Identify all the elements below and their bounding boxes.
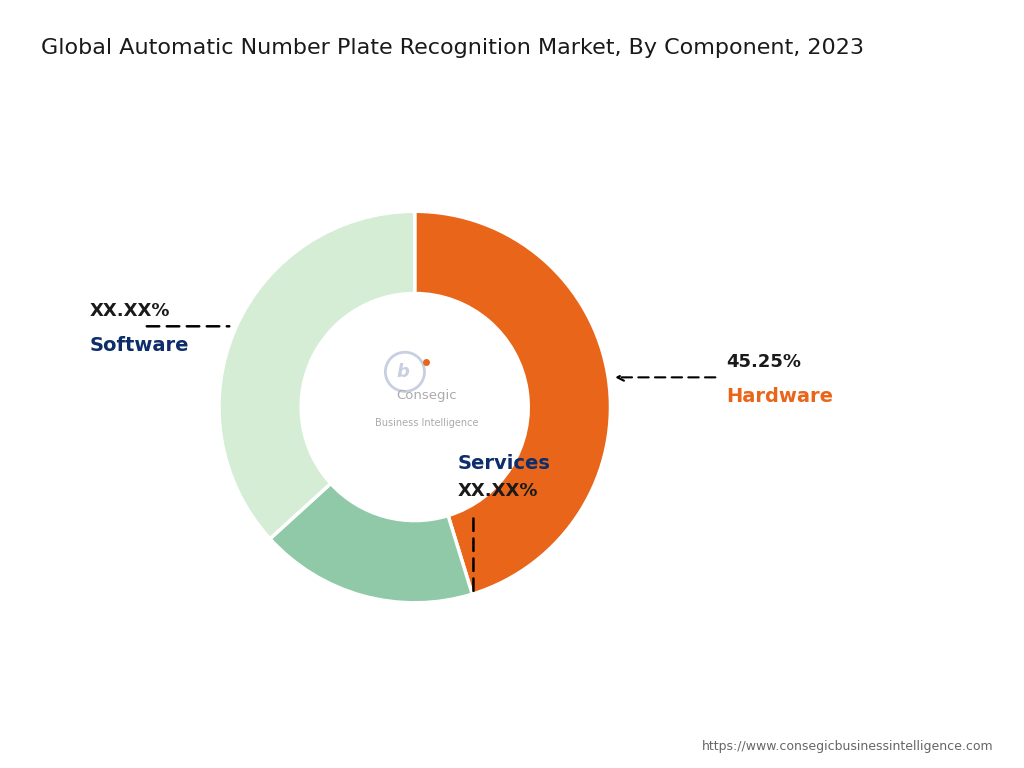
Text: b: b bbox=[396, 362, 410, 381]
Wedge shape bbox=[415, 211, 610, 594]
Text: Software: Software bbox=[89, 336, 188, 356]
Text: Services: Services bbox=[458, 454, 551, 472]
Text: 45.25%: 45.25% bbox=[726, 353, 801, 371]
Text: https://www.consegicbusinessintelligence.com: https://www.consegicbusinessintelligence… bbox=[701, 740, 993, 753]
Text: Business Intelligence: Business Intelligence bbox=[375, 418, 478, 428]
Wedge shape bbox=[219, 211, 415, 539]
Text: XX.XX%: XX.XX% bbox=[89, 302, 170, 319]
Text: Consegic: Consegic bbox=[396, 389, 457, 402]
Text: Global Automatic Number Plate Recognition Market, By Component, 2023: Global Automatic Number Plate Recognitio… bbox=[41, 38, 864, 58]
Wedge shape bbox=[270, 484, 472, 603]
Text: Hardware: Hardware bbox=[726, 387, 833, 406]
Text: XX.XX%: XX.XX% bbox=[458, 482, 539, 500]
